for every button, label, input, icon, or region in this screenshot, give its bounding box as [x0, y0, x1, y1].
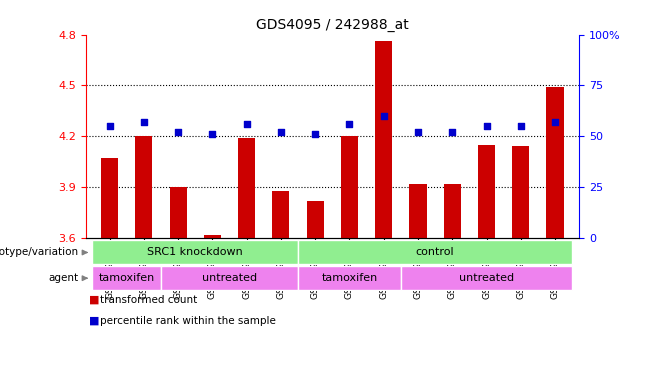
Text: control: control [416, 247, 455, 258]
Bar [298, 240, 572, 265]
Text: untreated: untreated [459, 273, 514, 283]
Text: untreated: untreated [202, 273, 257, 283]
Text: tamoxifen: tamoxifen [321, 273, 378, 283]
Bar [547, 87, 564, 238]
Bar [409, 184, 426, 238]
Point [104, 123, 114, 129]
Bar [401, 266, 572, 290]
Text: percentile rank within the sample: percentile rank within the sample [100, 316, 276, 326]
Text: transformed count: transformed count [100, 295, 197, 305]
Text: genotype/variation: genotype/variation [0, 247, 79, 258]
Point [241, 121, 252, 127]
Point [276, 129, 286, 135]
Point [344, 121, 355, 127]
Point [207, 131, 218, 137]
Text: ■: ■ [89, 295, 99, 305]
Bar [92, 266, 161, 290]
Bar [341, 136, 358, 238]
Point [378, 113, 389, 119]
Title: GDS4095 / 242988_at: GDS4095 / 242988_at [256, 18, 409, 32]
Point [173, 129, 184, 135]
Bar [375, 41, 392, 238]
Text: agent: agent [49, 273, 79, 283]
Bar [238, 138, 255, 238]
Bar [92, 240, 298, 265]
Point [481, 123, 492, 129]
Point [310, 131, 320, 137]
Bar [204, 235, 221, 238]
Text: tamoxifen: tamoxifen [99, 273, 155, 283]
Bar [101, 158, 118, 238]
Bar [298, 266, 401, 290]
Point [413, 129, 423, 135]
Text: ■: ■ [89, 316, 99, 326]
Bar [512, 146, 529, 238]
Bar [161, 266, 298, 290]
Point [139, 119, 149, 125]
Bar [136, 136, 153, 238]
Bar [170, 187, 187, 238]
Point [447, 129, 457, 135]
Text: SRC1 knockdown: SRC1 knockdown [147, 247, 243, 258]
Point [515, 123, 526, 129]
Bar [307, 201, 324, 238]
Point [550, 119, 561, 125]
Bar [478, 145, 495, 238]
Bar [443, 184, 461, 238]
Bar [272, 190, 290, 238]
